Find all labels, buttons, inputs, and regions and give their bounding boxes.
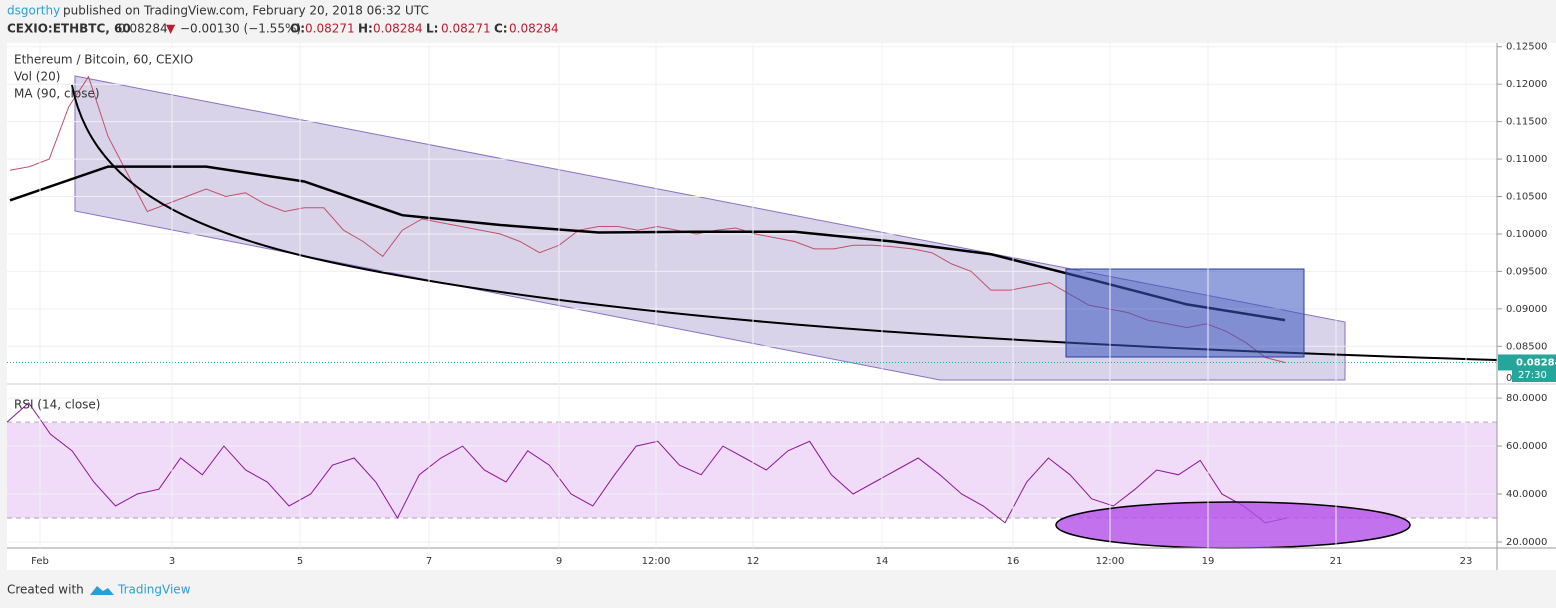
ohlc: O: 0.08271 H: 0.08284 L: 0.08271 C: 0.08284 <box>290 22 559 36</box>
x-tick-label: 14 <box>876 556 889 567</box>
y-tick-label: 0.10500 <box>1506 192 1547 203</box>
x-tick-label: 7 <box>426 556 432 567</box>
arrow: ▼ <box>166 22 176 36</box>
last-price-label: 0.08284 <box>1516 357 1556 368</box>
y-tick-label: 0.11000 <box>1506 154 1547 165</box>
pane-title: RSI (14, close) <box>14 398 100 412</box>
x-tick-label: 12 <box>747 556 760 567</box>
author: dsgorthy <box>7 4 60 18</box>
pane-title: Ethereum / Bitcoin, 60, CEXIO <box>14 53 193 67</box>
logo <box>90 586 114 595</box>
ohlc-value: 0.08271 <box>305 22 355 36</box>
series-line <box>6 402 1288 524</box>
x-tick-label: 5 <box>297 556 303 567</box>
ohlc-value: 0.08284 <box>373 22 423 36</box>
rectangle-drawing <box>1065 268 1305 358</box>
y-tick-label: 0.08500 <box>1506 341 1547 352</box>
y-tick-label: 60.0000 <box>1506 441 1547 452</box>
last-price-box <box>1498 354 1556 371</box>
x-tick-label: 12:00 <box>1096 556 1125 567</box>
x-tick-label: 21 <box>1330 556 1343 567</box>
ohlc-label: O: <box>290 22 305 36</box>
ohlc-value: 0.08284 <box>509 22 559 36</box>
created-with: Created with <box>7 583 84 597</box>
indicator-label: MA (90, close) <box>14 87 100 101</box>
ohlc-value: 0.08271 <box>441 22 491 36</box>
x-tick-label: 23 <box>1460 556 1473 567</box>
countdown-box <box>1512 367 1556 382</box>
ohlc-label: L: <box>426 22 438 36</box>
y-tick-label: 0.09000 <box>1506 304 1547 315</box>
y-tick-label: 0.11500 <box>1506 117 1547 128</box>
x-tick-label: 3 <box>169 556 175 567</box>
published: published on TradingView.com, February 2… <box>63 4 429 18</box>
y-tick-label: 0.12000 <box>1506 79 1547 90</box>
ohlc-label: C: <box>494 22 508 36</box>
volume-axis-label: 0 <box>1506 373 1512 384</box>
x-tick-label: 16 <box>1007 556 1020 567</box>
y-tick-label: 20.0000 <box>1506 537 1547 548</box>
y-tick-label: 40.0000 <box>1506 489 1547 500</box>
x-tick-label: 9 <box>556 556 562 567</box>
x-tick-label: Feb <box>31 556 49 567</box>
ohlc-label: H: <box>358 22 373 36</box>
y-tick-label: 80.0000 <box>1506 393 1547 404</box>
x-tick-label: 12:00 <box>642 556 671 567</box>
countdown: 27:30 <box>1518 370 1547 381</box>
y-tick-label: 0.10000 <box>1506 229 1547 240</box>
change: −0.00130 (−1.55%) <box>180 22 301 36</box>
y-tick-label: 0.12500 <box>1506 42 1547 53</box>
y-tick-label: 0.09500 <box>1506 266 1547 277</box>
ellipse-drawing <box>1055 501 1411 549</box>
x-tick-label: 19 <box>1202 556 1215 567</box>
indicator-label: Vol (20) <box>14 70 60 84</box>
last: 0.08284 <box>118 22 168 36</box>
symbol: CEXIO:ETHBTC, 60 <box>7 22 131 36</box>
brand[interactable]: TradingView <box>117 583 191 597</box>
